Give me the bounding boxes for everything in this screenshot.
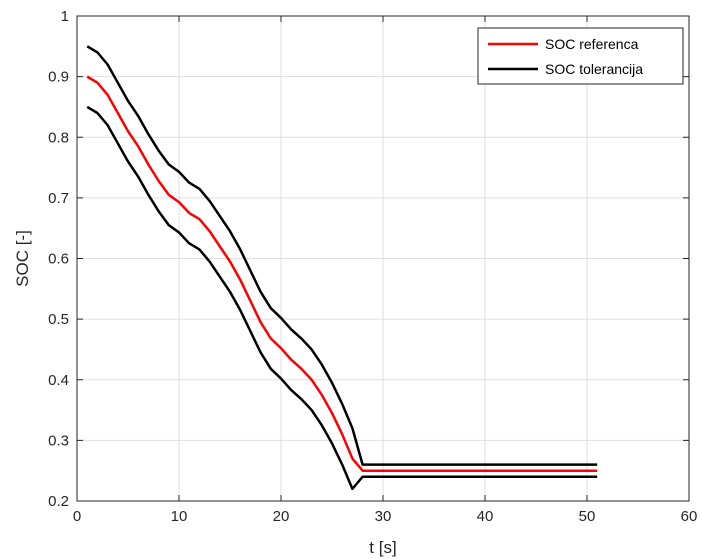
- y-tick-label: 0.8: [48, 129, 69, 146]
- legend-label-soc-tolerancija: SOC tolerancija: [545, 61, 643, 77]
- y-axis-label: SOC [-]: [13, 230, 32, 287]
- series-line-tolerance-upper: [86, 45, 598, 466]
- series-line-tolerance-lower: [86, 105, 598, 491]
- ticks: 0 10 20 30 40 50 60 0.2 0.3 0.4 0.5 0.6 0.7 0.8 0.9 1: [48, 8, 697, 525]
- x-tick-label: 60: [681, 508, 698, 525]
- y-tick-label: 0.3: [48, 432, 69, 449]
- y-tick-label: 0.4: [48, 372, 69, 389]
- x-tick-label: 40: [477, 508, 494, 525]
- x-tick-label: 50: [579, 508, 596, 525]
- x-tick-label: 10: [171, 508, 188, 525]
- y-tick-label: 0.9: [48, 69, 69, 86]
- series-layer: [86, 45, 598, 491]
- legend-label-soc-referenca: SOC referenca: [545, 36, 639, 52]
- x-axis-label: t [s]: [369, 538, 396, 557]
- y-tick-label: 0.2: [48, 493, 69, 510]
- x-tick-label: 20: [273, 508, 290, 525]
- legend-box: [477, 27, 684, 85]
- x-tick-label: 0: [73, 508, 81, 525]
- x-tick-label: 30: [375, 508, 392, 525]
- legend: SOC referenca SOC tolerancija: [477, 27, 684, 85]
- y-tick-label: 0.6: [48, 251, 69, 268]
- y-tick-label: 0.7: [48, 190, 69, 207]
- y-tick-label: 0.5: [48, 311, 69, 328]
- series-line-reference: [86, 75, 598, 472]
- y-tick-label: 1: [61, 8, 69, 25]
